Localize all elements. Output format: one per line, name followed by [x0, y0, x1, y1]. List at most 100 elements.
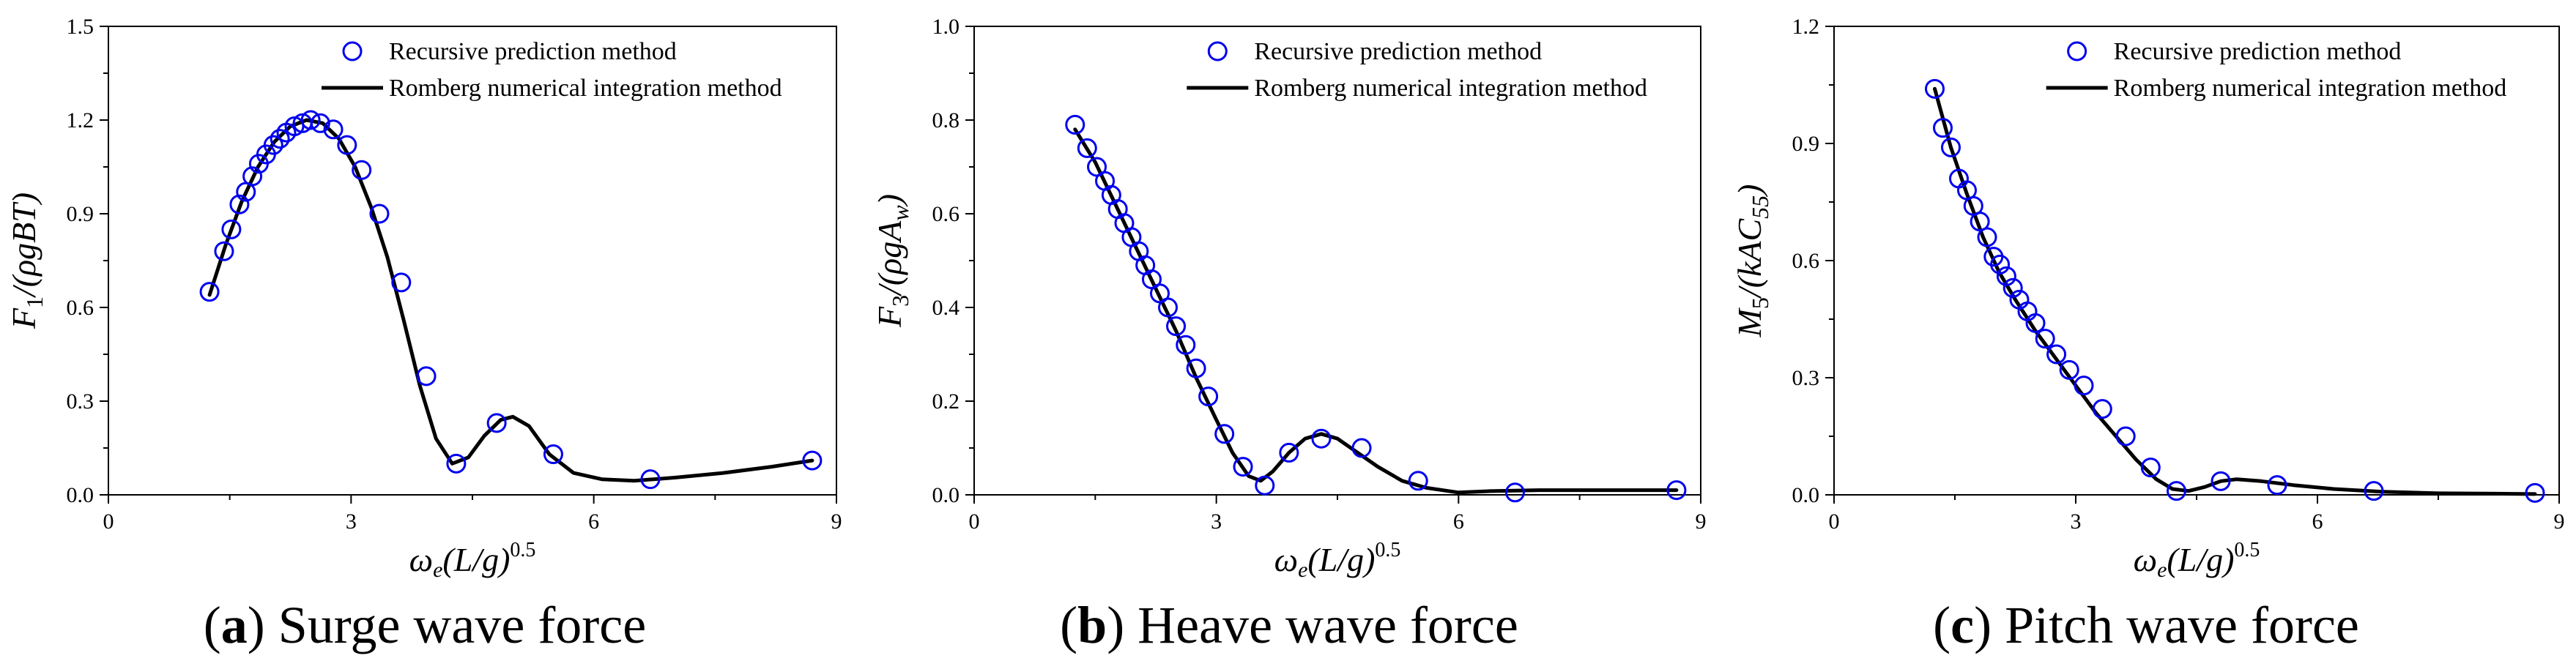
- recursive-point: [1666, 480, 1687, 501]
- y-label-part: 1: [21, 296, 48, 308]
- recursive-point: [2059, 359, 2079, 380]
- recursive-point: [2267, 475, 2287, 496]
- recursive-point: [337, 135, 357, 155]
- y-tick-label: 0.6: [932, 202, 960, 226]
- recursive-point: [416, 366, 437, 386]
- recursive-point: [640, 469, 661, 490]
- x-tick-label: 6: [2312, 509, 2323, 534]
- y-tick-label: 0.8: [932, 108, 960, 132]
- caption-letter: a: [221, 596, 248, 654]
- legend-marker-recursive: [1207, 41, 1228, 61]
- recursive-point: [2035, 329, 2055, 349]
- y-label-part: w: [887, 205, 913, 221]
- recursive-point: [446, 453, 467, 474]
- x-label-part: ω: [2134, 541, 2157, 578]
- y-tick-label: 0.6: [67, 296, 94, 320]
- y-tick-label: 1.5: [67, 15, 94, 39]
- recursive-point: [486, 413, 507, 433]
- recursive-point: [263, 135, 283, 155]
- x-tick-label: 3: [2071, 509, 2082, 534]
- x-label-part: e: [1298, 558, 1307, 582]
- romberg-curve: [1073, 127, 1679, 495]
- recursive-point: [1233, 457, 1253, 477]
- recursive-point: [1255, 475, 1275, 496]
- recursive-point: [310, 113, 330, 133]
- recursive-point: [1933, 118, 1953, 138]
- caption-letter: b: [1077, 596, 1107, 654]
- legend-label-recursive: Recursive prediction method: [1254, 38, 1542, 65]
- caption-paren: (: [1933, 596, 1950, 654]
- y-label-part: 55: [1747, 195, 1773, 219]
- recursive-point: [1977, 227, 1997, 247]
- recursive-point: [214, 241, 234, 261]
- recursive-point: [2046, 344, 2067, 365]
- x-tick-label: 9: [831, 509, 842, 534]
- recursive-point: [221, 219, 242, 239]
- x-tick-label: 9: [1696, 509, 1707, 534]
- x-tick-label: 0: [1829, 509, 1840, 534]
- recursive-point: [2140, 458, 2161, 478]
- x-label-part: ω: [409, 541, 433, 578]
- y-tick-label: 1.0: [932, 15, 960, 39]
- caption-text: ) Heave wave force: [1107, 596, 1518, 654]
- y-label-part: 3: [887, 295, 913, 307]
- recursive-point: [199, 282, 220, 302]
- recursive-point: [1176, 335, 1196, 355]
- recursive-point: [1198, 386, 1219, 407]
- x-axis-label: ωe(L/g)0.5: [2134, 539, 2260, 582]
- y-tick-label: 0.9: [67, 202, 94, 226]
- recursive-point: [2115, 426, 2136, 447]
- caption-text: ) Surge wave force: [248, 596, 646, 654]
- x-label-part: 0.5: [1375, 539, 1400, 561]
- x-tick-label: 3: [1211, 509, 1222, 534]
- y-axis-label: F3/(ρgAw): [871, 194, 913, 328]
- recursive-point: [242, 166, 263, 187]
- x-tick-label: 9: [2554, 509, 2565, 534]
- panel-caption: (a) Surge wave force: [204, 596, 646, 654]
- x-label-part: 0.5: [510, 539, 535, 561]
- legend-marker-recursive: [2067, 41, 2087, 61]
- panel-a: 0 3 6 9 0.0 0.3 0.6 0.9 1.2 1.5 Recursive predicti…: [5, 15, 842, 654]
- y-tick-label: 1.2: [1792, 15, 1820, 39]
- recursive-point: [1408, 471, 1428, 491]
- y-tick-label: 1.2: [67, 108, 94, 132]
- recursive-point: [270, 129, 290, 149]
- x-tick-label: 6: [1453, 509, 1464, 534]
- recursive-point: [1996, 266, 2016, 286]
- y-axis-label: F1/(ρgBT): [5, 193, 48, 329]
- recursive-point: [323, 119, 344, 140]
- recursive-point: [2364, 481, 2384, 501]
- recursive-point: [391, 272, 412, 293]
- recursive-point: [300, 110, 321, 130]
- caption-letter: c: [1950, 596, 1974, 654]
- x-label-part: (L/g): [2167, 541, 2234, 578]
- recursive-point: [1925, 78, 1945, 99]
- y-label-part: M: [1731, 307, 1768, 337]
- recursive-point: [802, 450, 823, 471]
- recursive-point: [2025, 313, 2046, 333]
- recursive-point: [1351, 438, 1372, 458]
- recursive-point: [369, 203, 390, 224]
- x-tick-label: 3: [346, 509, 357, 534]
- legend-marker-recursive: [342, 41, 363, 61]
- recursive-point: [1186, 358, 1206, 378]
- recursive-point: [2211, 471, 2231, 491]
- x-tick-label: 0: [969, 509, 980, 534]
- x-label-part: 0.5: [2234, 539, 2260, 561]
- recursive-point: [543, 444, 563, 465]
- y-label-part: /(ρgBT): [5, 193, 42, 299]
- y-tick-label: 0.0: [67, 483, 94, 507]
- recursive-point: [1970, 212, 1990, 232]
- x-label-part: (L/g): [442, 541, 510, 578]
- y-label-part: F: [5, 307, 42, 329]
- x-label-part: ω: [1274, 541, 1298, 578]
- caption-paren: (: [1060, 596, 1077, 654]
- legend-label-romberg: Romberg numerical integration method: [2114, 75, 2507, 102]
- recursive-point: [1166, 316, 1187, 337]
- y-label-part: ): [1731, 184, 1768, 198]
- panel-c: 0 3 6 9 0.0 0.3 0.6 0.9 1.2 Recursive prediction …: [1731, 15, 2565, 654]
- recursive-point: [1279, 442, 1299, 463]
- y-tick-label: 0.3: [67, 389, 94, 414]
- panel-caption: (b) Heave wave force: [1060, 596, 1518, 654]
- legend-label-recursive: Recursive prediction method: [389, 38, 677, 65]
